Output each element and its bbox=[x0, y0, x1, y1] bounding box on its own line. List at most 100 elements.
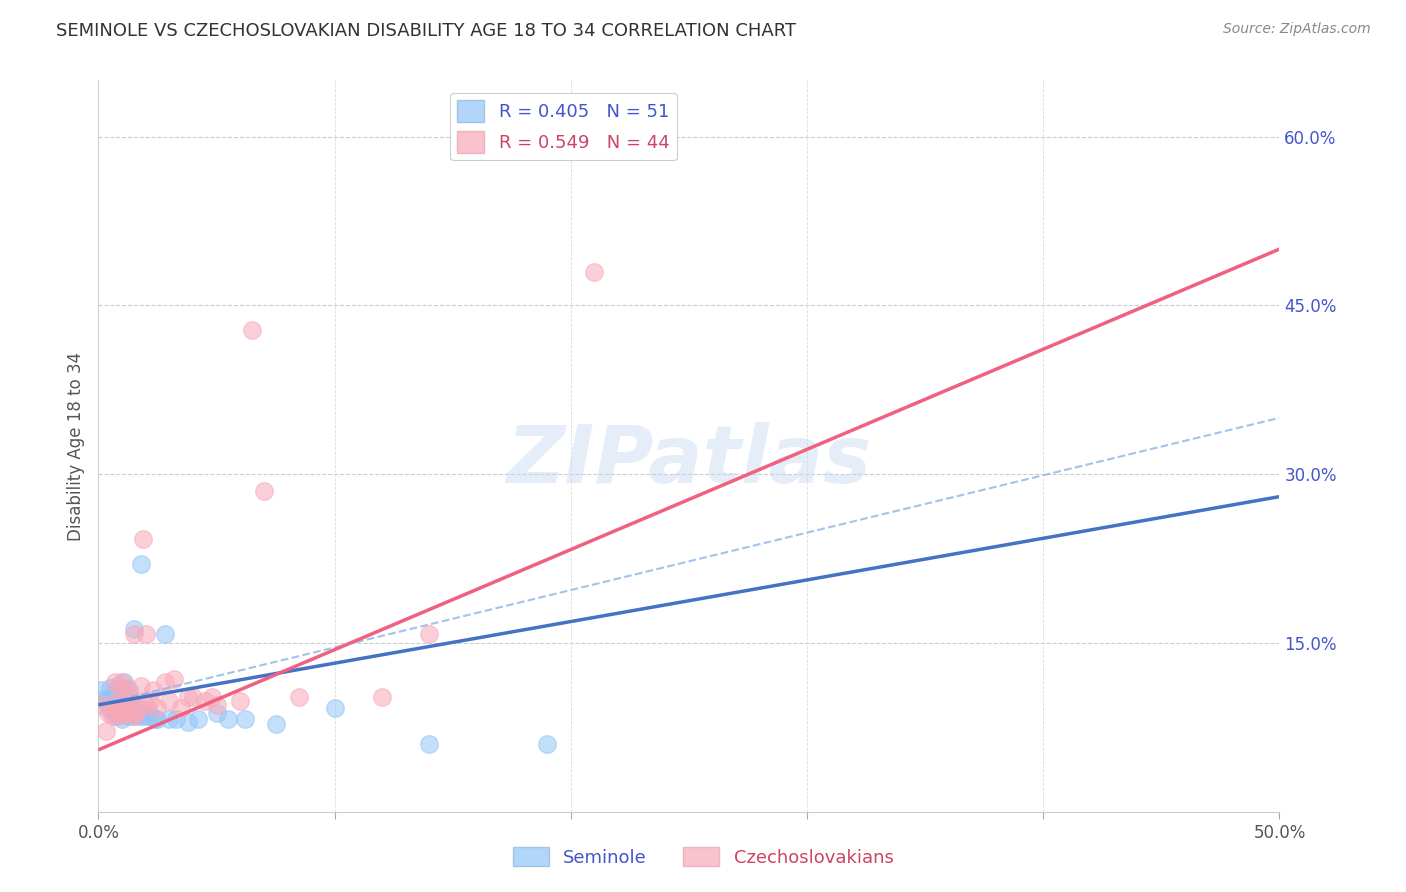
Text: Source: ZipAtlas.com: Source: ZipAtlas.com bbox=[1223, 22, 1371, 37]
Point bbox=[118, 683, 141, 698]
Point bbox=[111, 675, 134, 690]
Point bbox=[108, 709, 131, 723]
Point bbox=[105, 698, 128, 712]
Text: ZIPatlas: ZIPatlas bbox=[506, 422, 872, 500]
Point bbox=[536, 737, 558, 751]
Point bbox=[128, 706, 150, 720]
Point bbox=[122, 709, 145, 723]
Point bbox=[111, 713, 134, 727]
Point bbox=[90, 698, 112, 712]
Point bbox=[105, 709, 128, 723]
Legend: Seminole, Czechoslovakians: Seminole, Czechoslovakians bbox=[505, 840, 901, 874]
Point bbox=[288, 690, 311, 704]
Point bbox=[91, 692, 114, 706]
Point bbox=[205, 706, 228, 720]
Point bbox=[97, 698, 120, 712]
Point bbox=[157, 694, 180, 708]
Point bbox=[371, 690, 394, 704]
Point bbox=[132, 533, 155, 547]
Point bbox=[108, 683, 131, 698]
Point bbox=[217, 713, 239, 727]
Point bbox=[146, 701, 169, 715]
Point bbox=[165, 713, 187, 727]
Point bbox=[112, 698, 135, 712]
Point bbox=[201, 690, 224, 704]
Point bbox=[177, 690, 200, 704]
Point bbox=[135, 709, 157, 723]
Point bbox=[136, 703, 159, 717]
Legend: R = 0.405   N = 51, R = 0.549   N = 44: R = 0.405 N = 51, R = 0.549 N = 44 bbox=[450, 93, 676, 161]
Point bbox=[157, 713, 180, 727]
Point bbox=[129, 679, 152, 693]
Point bbox=[583, 264, 606, 278]
Point bbox=[139, 694, 162, 708]
Point bbox=[105, 679, 128, 693]
Point bbox=[205, 698, 228, 712]
Point bbox=[112, 694, 135, 708]
Point bbox=[153, 627, 176, 641]
Point bbox=[125, 709, 148, 723]
Point bbox=[129, 557, 152, 571]
Point bbox=[115, 709, 138, 723]
Point bbox=[101, 709, 124, 723]
Point bbox=[125, 706, 148, 720]
Point bbox=[108, 703, 131, 717]
Point bbox=[98, 703, 121, 717]
Point bbox=[104, 703, 127, 717]
Point bbox=[118, 701, 141, 715]
Point bbox=[229, 694, 252, 708]
Point bbox=[115, 692, 138, 706]
Point bbox=[170, 701, 193, 715]
Point bbox=[187, 713, 209, 727]
Point bbox=[418, 627, 440, 641]
Point bbox=[163, 672, 186, 686]
Point bbox=[122, 623, 145, 637]
Y-axis label: Disability Age 18 to 34: Disability Age 18 to 34 bbox=[66, 351, 84, 541]
Point bbox=[122, 627, 145, 641]
Point bbox=[233, 713, 256, 727]
Point bbox=[98, 698, 121, 712]
Point bbox=[129, 709, 152, 723]
Point bbox=[153, 675, 176, 690]
Point bbox=[118, 706, 141, 720]
Point bbox=[115, 681, 138, 695]
Point bbox=[98, 681, 121, 695]
Point bbox=[139, 709, 162, 723]
Point bbox=[97, 706, 120, 720]
Point bbox=[115, 703, 138, 717]
Point bbox=[104, 675, 127, 690]
Point bbox=[135, 698, 157, 712]
Point bbox=[111, 701, 134, 715]
Point bbox=[108, 690, 131, 704]
Point bbox=[111, 683, 134, 698]
Point bbox=[101, 701, 124, 715]
Point bbox=[125, 701, 148, 715]
Point bbox=[94, 723, 117, 738]
Point bbox=[94, 694, 117, 708]
Point bbox=[121, 690, 143, 704]
Point bbox=[104, 706, 127, 720]
Point bbox=[128, 701, 150, 715]
Point bbox=[194, 694, 217, 708]
Point bbox=[112, 706, 135, 720]
Point bbox=[104, 692, 127, 706]
Point bbox=[143, 713, 166, 727]
Point bbox=[122, 706, 145, 720]
Point bbox=[146, 713, 169, 727]
Point bbox=[418, 737, 440, 751]
Point bbox=[135, 627, 157, 641]
Text: SEMINOLE VS CZECHOSLOVAKIAN DISABILITY AGE 18 TO 34 CORRELATION CHART: SEMINOLE VS CZECHOSLOVAKIAN DISABILITY A… bbox=[56, 22, 796, 40]
Point bbox=[240, 323, 263, 337]
Point bbox=[101, 687, 124, 701]
Point bbox=[177, 714, 200, 729]
Point bbox=[90, 683, 112, 698]
Point bbox=[111, 706, 134, 720]
Point bbox=[181, 690, 204, 704]
Point bbox=[142, 683, 165, 698]
Point bbox=[121, 694, 143, 708]
Point bbox=[112, 675, 135, 690]
Point bbox=[121, 709, 143, 723]
Point bbox=[264, 717, 287, 731]
Point bbox=[105, 703, 128, 717]
Point bbox=[253, 483, 276, 498]
